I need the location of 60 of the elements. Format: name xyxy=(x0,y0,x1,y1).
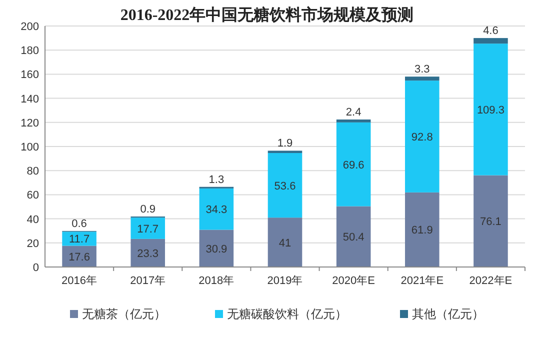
data-label: 69.6 xyxy=(342,159,364,172)
bar xyxy=(199,230,234,267)
y-tick-label: 60 xyxy=(26,190,39,202)
data-label: 0.9 xyxy=(140,204,156,216)
x-tick-label: 2022年E xyxy=(469,275,512,287)
bar xyxy=(405,76,440,81)
data-label: 2.4 xyxy=(346,106,362,119)
bar xyxy=(199,188,234,230)
legend-label: 无糖茶（亿元） xyxy=(82,307,166,321)
bar xyxy=(130,238,165,267)
bar xyxy=(336,120,371,122)
y-tick-label: 100 xyxy=(20,142,39,154)
bar xyxy=(474,44,508,176)
y-tick-label: 120 xyxy=(20,117,39,130)
bar xyxy=(336,122,371,206)
data-label: 61.9 xyxy=(411,224,433,237)
y-tick-label: 80 xyxy=(26,166,39,178)
bar xyxy=(268,150,302,154)
bar xyxy=(62,232,96,246)
x-tick-label: 2019年 xyxy=(267,275,303,287)
chart-title: 2016-2022年中国无糖饮料市场规模及预测 xyxy=(120,6,414,24)
data-label: 11.7 xyxy=(68,234,90,246)
y-tick-label: 160 xyxy=(20,69,39,82)
data-label: 1.3 xyxy=(208,174,224,186)
bar xyxy=(268,218,302,267)
x-tick-label: 2016年 xyxy=(62,275,98,287)
bar xyxy=(336,206,371,267)
bar xyxy=(405,192,440,267)
data-label: 3.3 xyxy=(414,64,430,76)
y-tick-label: 20 xyxy=(26,238,39,250)
x-tick-label: 2020年E xyxy=(332,275,375,287)
data-label: 50.4 xyxy=(342,232,364,244)
y-tick-label: 200 xyxy=(20,21,39,33)
legend-label: 其他（亿元） xyxy=(412,307,484,321)
data-label: 41 xyxy=(278,237,292,250)
bar xyxy=(405,80,440,192)
bar xyxy=(474,175,508,267)
data-label: 92.8 xyxy=(411,132,433,144)
y-tick-label: 40 xyxy=(26,214,39,226)
data-label: 23.3 xyxy=(137,248,159,260)
data-label: 34.3 xyxy=(206,204,228,216)
data-label: 30.9 xyxy=(206,243,228,256)
x-tick-label: 2017年 xyxy=(130,275,166,287)
data-label: 53.6 xyxy=(274,180,296,192)
bar xyxy=(268,153,302,218)
data-label: 0.6 xyxy=(72,218,87,230)
x-tick-label: 2018年 xyxy=(198,275,234,287)
data-label: 4.6 xyxy=(483,25,498,38)
data-label: 109.3 xyxy=(476,104,504,116)
y-tick-label: 180 xyxy=(20,45,39,58)
y-tick-label: 0 xyxy=(32,262,39,274)
data-label: 17.7 xyxy=(137,223,159,236)
legend-label: 无糖碳酸饮料（亿元） xyxy=(227,307,347,321)
data-label: 76.1 xyxy=(480,216,502,228)
data-label: 17.6 xyxy=(68,251,90,264)
x-tick-label: 2021年E xyxy=(400,275,444,287)
bar xyxy=(474,38,508,44)
data-label: 1.9 xyxy=(277,138,293,150)
bar xyxy=(130,218,165,239)
y-tick-label: 140 xyxy=(20,93,39,106)
